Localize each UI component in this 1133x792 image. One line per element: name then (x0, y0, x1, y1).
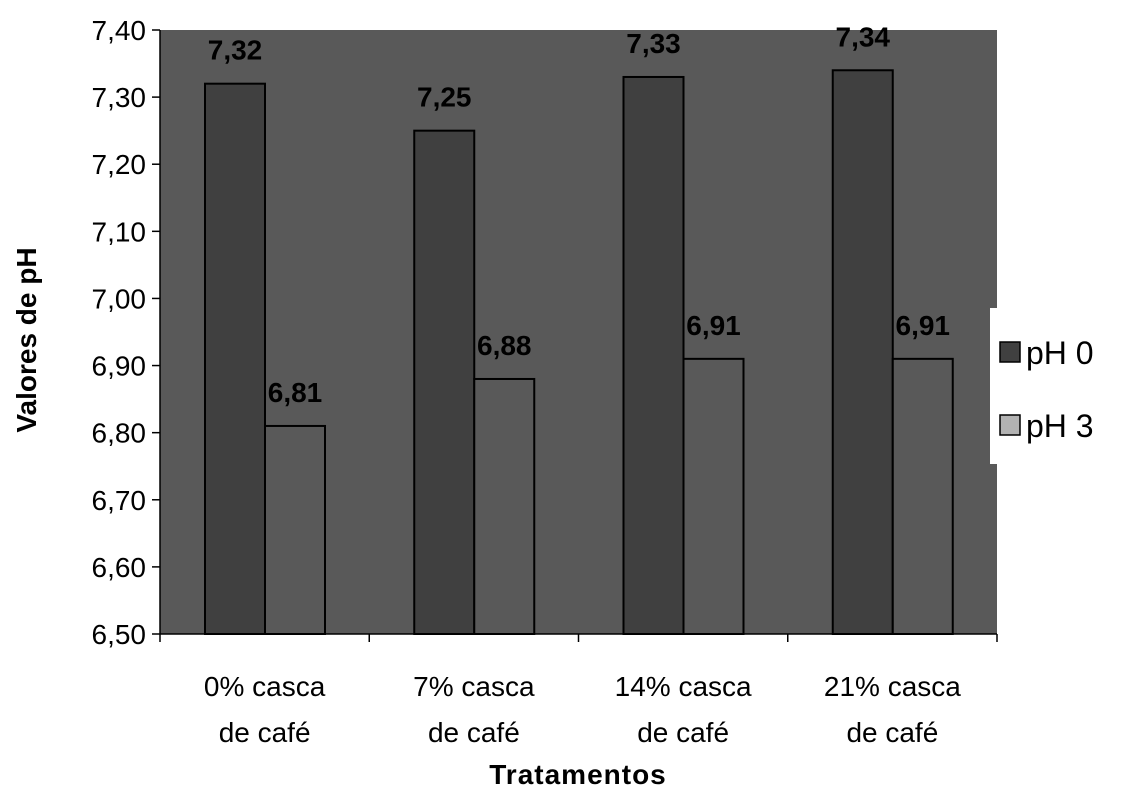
bar-ph3 (264, 424, 326, 636)
x-category-label: 7% casca (413, 671, 535, 702)
x-category-label: 0% casca (204, 671, 326, 702)
y-tick-label: 7,10 (92, 216, 147, 247)
legend-swatch-ph3 (999, 414, 1021, 436)
bars-group (204, 69, 954, 636)
data-label: 7,25 (417, 82, 472, 113)
x-category-label: 14% casca (615, 671, 752, 702)
y-tick-label: 7,00 (92, 283, 147, 314)
data-label: 6,81 (268, 377, 323, 408)
x-category-label: de café (846, 717, 938, 748)
data-labels-group: 7,32 6,81 7,25 6,88 7,33 6,91 7,34 6,91 (208, 21, 950, 408)
data-label: 6,88 (477, 330, 532, 361)
x-ticks-group: 0% casca de café 7% casca de café 14% casca d… (159, 634, 998, 748)
bar-ph0 (831, 69, 894, 636)
data-label: 7,33 (626, 28, 681, 59)
data-label: 6,91 (686, 310, 741, 341)
x-category-label: de café (428, 717, 520, 748)
bar-ph0 (204, 82, 266, 635)
y-tick-label: 6,90 (92, 351, 147, 382)
legend-swatch-ph0 (999, 341, 1021, 363)
y-tick-label: 6,60 (92, 552, 147, 583)
data-label: 7,34 (836, 21, 891, 52)
legend-label-ph3: pH 3 (1026, 408, 1094, 444)
y-tick-label: 7,40 (92, 15, 147, 46)
legend-box (990, 308, 1133, 464)
y-axis-title: Valores de pH (11, 247, 42, 432)
legend-label-ph0: pH 0 (1026, 335, 1094, 371)
bar-ph0 (413, 129, 476, 636)
x-category-label: de café (219, 717, 311, 748)
y-tick-label: 6,50 (92, 619, 147, 650)
x-category-label: de café (637, 717, 729, 748)
data-label: 6,91 (896, 310, 951, 341)
y-ticks-group: 6,50 6,60 6,70 6,80 6,90 7,00 7,10 7,20 7,30 7,40 (92, 15, 160, 650)
y-tick-label: 6,70 (92, 485, 147, 516)
y-tick-label: 6,80 (92, 418, 147, 449)
bar-ph3 (682, 357, 745, 635)
legend: pH 0 pH 3 (990, 308, 1133, 464)
bar-ph3 (891, 357, 954, 635)
x-category-label: 21% casca (824, 671, 961, 702)
bar-ph0 (622, 75, 685, 635)
y-tick-label: 7,20 (92, 149, 147, 180)
data-label: 7,32 (208, 35, 263, 66)
y-tick-label: 7,30 (92, 82, 147, 113)
bar-ph3 (473, 377, 536, 635)
x-axis-title: Tratamentos (489, 759, 667, 790)
